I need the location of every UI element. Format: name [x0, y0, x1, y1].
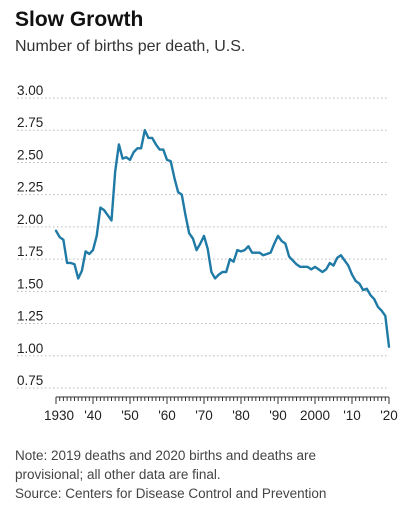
y-tick-label: 0.75 — [17, 373, 43, 388]
x-tick-label: '20 — [380, 408, 398, 423]
x-tick-label: 2000 — [300, 408, 330, 423]
y-tick-label: 1.25 — [17, 309, 43, 324]
x-tick-label: '10 — [343, 408, 361, 423]
y-tick-label: 2.75 — [17, 115, 43, 130]
y-tick-label: 2.25 — [17, 180, 43, 195]
note-line-2: provisional; all other data are final. — [15, 467, 221, 482]
line-chart: 3.00 2.75 2.50 2.25 2.00 1.75 1.50 1.25 1.00 0.75… — [17, 83, 398, 423]
chart-footnote: Note: 2019 deaths and 2020 births and de… — [15, 446, 405, 503]
source-line: Source: Centers for Disease Control and … — [15, 486, 327, 501]
x-tick-label: '60 — [158, 408, 176, 423]
y-tick-label: 3.00 — [17, 83, 43, 98]
series-line-births-per-death — [54, 129, 391, 348]
chart-subtitle: Number of births per death, U.S. — [15, 38, 246, 55]
y-tick-label: 2.50 — [17, 147, 43, 162]
x-tick-label: '70 — [195, 408, 213, 423]
y-tick-label: 1.75 — [17, 244, 43, 259]
note-line-1: Note: 2019 deaths and 2020 births and de… — [15, 448, 316, 463]
chart-title: Slow Growth — [15, 8, 144, 31]
x-tick-label: '90 — [269, 408, 287, 423]
x-tick-label: '40 — [84, 408, 102, 423]
y-tick-label: 1.50 — [17, 276, 43, 291]
x-tick-label: '50 — [121, 408, 139, 423]
y-tick-label: 1.00 — [17, 341, 43, 356]
x-tick-label: 1930 — [44, 408, 74, 423]
x-tick-label: '80 — [232, 408, 250, 423]
y-tick-label: 2.00 — [17, 212, 43, 227]
